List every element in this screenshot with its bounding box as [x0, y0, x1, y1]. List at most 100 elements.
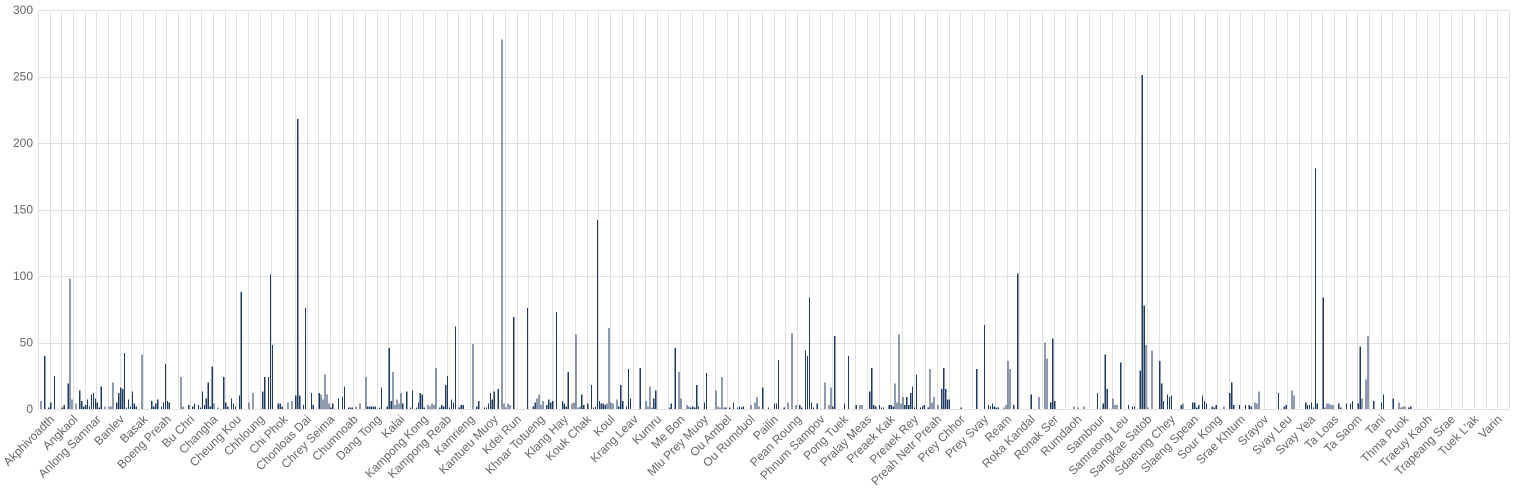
bar	[330, 407, 332, 409]
bar	[875, 406, 877, 409]
bar	[367, 406, 369, 409]
bar	[1223, 406, 1225, 409]
bar	[808, 297, 811, 409]
bar	[460, 405, 462, 409]
bar	[151, 401, 153, 409]
bar	[485, 407, 488, 409]
bar	[487, 403, 490, 409]
bar	[411, 390, 414, 409]
bar	[526, 307, 528, 409]
bar	[310, 393, 312, 409]
bar	[941, 389, 943, 409]
bar	[1357, 403, 1359, 409]
bar	[240, 291, 242, 409]
bar	[894, 383, 896, 409]
bar	[991, 403, 994, 409]
bar	[225, 402, 227, 409]
bar	[211, 366, 213, 409]
bar	[830, 387, 832, 409]
bar	[207, 382, 209, 409]
bar	[898, 334, 900, 409]
bar	[1291, 390, 1293, 409]
bar	[923, 405, 925, 409]
bar	[61, 407, 63, 409]
bar	[69, 278, 71, 409]
bar	[908, 405, 910, 409]
bar	[534, 402, 536, 409]
bar	[1145, 345, 1147, 409]
bar	[1328, 403, 1330, 409]
bar	[264, 377, 266, 409]
bar	[801, 407, 803, 409]
bar	[688, 406, 690, 409]
bar	[1050, 402, 1052, 409]
bar	[483, 407, 486, 409]
bar	[71, 399, 73, 409]
bar	[855, 405, 857, 409]
bar	[655, 390, 657, 409]
bar	[900, 403, 902, 409]
bar	[692, 406, 694, 409]
bar	[318, 393, 320, 409]
bar	[896, 402, 898, 409]
bar	[1104, 354, 1106, 409]
bar	[79, 390, 81, 409]
bar	[168, 402, 170, 409]
bar	[472, 343, 474, 409]
bar	[1365, 379, 1367, 409]
bar	[446, 375, 449, 409]
bar	[1211, 406, 1213, 409]
bar	[1314, 168, 1316, 409]
bar	[931, 402, 933, 409]
bar	[945, 389, 947, 409]
bar	[1349, 403, 1352, 409]
bar	[1203, 401, 1206, 409]
bar	[859, 405, 861, 409]
bar	[995, 407, 997, 409]
bar	[592, 407, 595, 409]
bar	[493, 391, 495, 409]
bar	[832, 406, 834, 409]
bar	[567, 371, 569, 409]
bar	[1332, 405, 1334, 409]
bar	[120, 387, 122, 409]
bar	[297, 119, 299, 409]
bar	[1052, 338, 1054, 409]
bar	[338, 398, 340, 409]
bar	[1116, 405, 1118, 409]
bar	[349, 407, 351, 409]
bar	[1293, 395, 1295, 409]
bar	[423, 407, 425, 409]
bar	[326, 394, 328, 409]
bar	[1322, 297, 1324, 409]
bar	[227, 406, 229, 409]
bar	[620, 385, 622, 409]
bar	[733, 402, 735, 409]
bar	[44, 355, 46, 409]
bar	[915, 374, 918, 409]
bar	[450, 399, 453, 409]
bar	[1170, 395, 1173, 409]
bar	[388, 347, 390, 409]
bar	[359, 403, 361, 409]
bar	[777, 359, 779, 409]
bar	[738, 406, 741, 409]
bar	[164, 363, 167, 409]
bar	[1046, 358, 1048, 409]
bar	[742, 406, 744, 409]
bar	[415, 407, 418, 409]
bar	[616, 399, 618, 409]
bar	[67, 383, 69, 409]
bar	[75, 403, 77, 409]
bar	[787, 402, 789, 409]
bar	[380, 387, 383, 409]
bar	[1159, 361, 1161, 409]
bar	[304, 307, 307, 409]
bar	[532, 406, 534, 409]
bar	[1398, 402, 1400, 409]
bar	[1410, 406, 1412, 409]
bar	[402, 403, 404, 409]
bar	[153, 406, 155, 409]
bar	[1310, 402, 1313, 409]
bar	[1161, 383, 1163, 409]
